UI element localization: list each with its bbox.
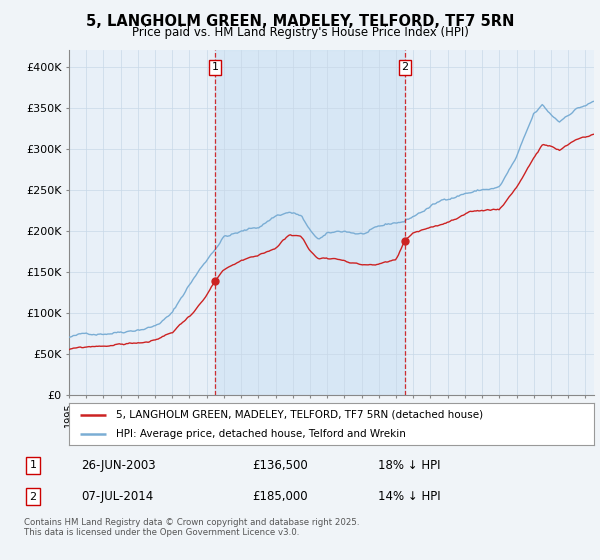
Text: Price paid vs. HM Land Registry's House Price Index (HPI): Price paid vs. HM Land Registry's House … xyxy=(131,26,469,39)
Text: 1: 1 xyxy=(29,460,37,470)
Text: 18% ↓ HPI: 18% ↓ HPI xyxy=(378,459,440,472)
Text: 1: 1 xyxy=(211,63,218,72)
Text: HPI: Average price, detached house, Telford and Wrekin: HPI: Average price, detached house, Telf… xyxy=(116,430,406,439)
Text: 5, LANGHOLM GREEN, MADELEY, TELFORD, TF7 5RN (detached house): 5, LANGHOLM GREEN, MADELEY, TELFORD, TF7… xyxy=(116,410,484,420)
Text: 26-JUN-2003: 26-JUN-2003 xyxy=(81,459,155,472)
Text: 5, LANGHOLM GREEN, MADELEY, TELFORD, TF7 5RN: 5, LANGHOLM GREEN, MADELEY, TELFORD, TF7… xyxy=(86,14,514,29)
Text: 07-JUL-2014: 07-JUL-2014 xyxy=(81,490,153,503)
Text: 14% ↓ HPI: 14% ↓ HPI xyxy=(378,490,440,503)
Text: £136,500: £136,500 xyxy=(252,459,308,472)
Text: 2: 2 xyxy=(29,492,37,502)
Bar xyxy=(215,50,405,395)
Text: Contains HM Land Registry data © Crown copyright and database right 2025.
This d: Contains HM Land Registry data © Crown c… xyxy=(24,518,359,538)
Text: £185,000: £185,000 xyxy=(252,490,308,503)
Text: 2: 2 xyxy=(401,63,409,72)
